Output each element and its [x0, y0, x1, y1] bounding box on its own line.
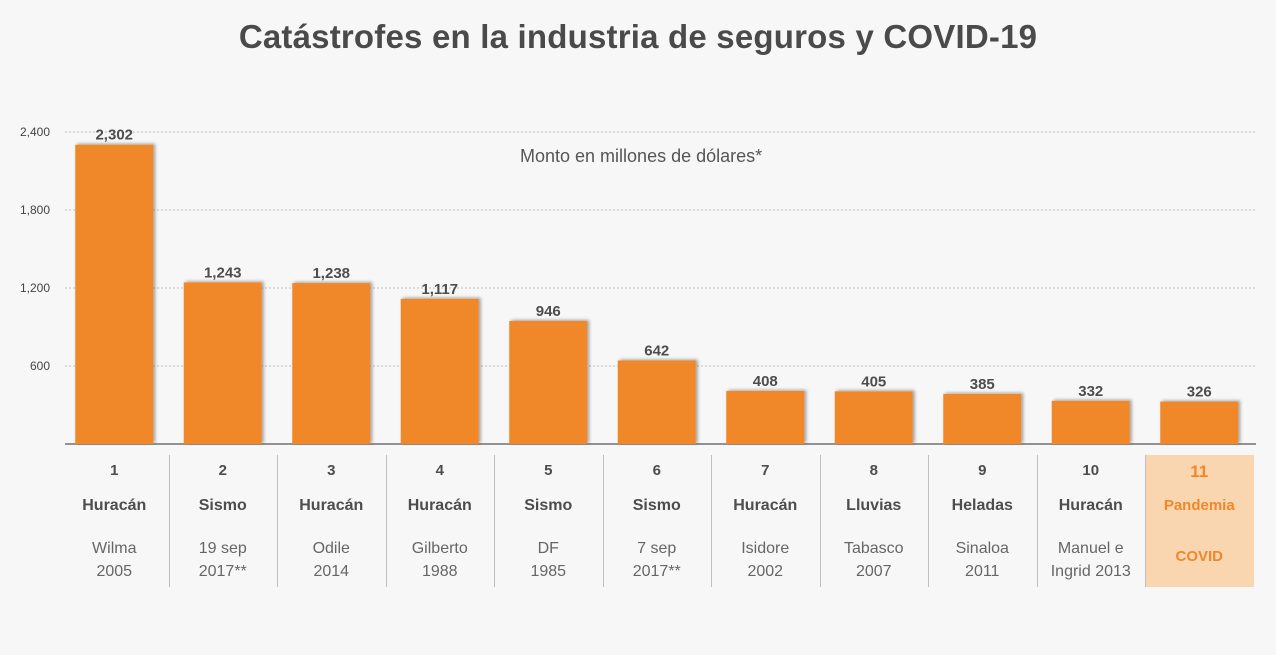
column-separator — [711, 455, 712, 587]
bar-value-label: 405 — [861, 373, 886, 390]
bar-value-label: 326 — [1187, 384, 1212, 401]
category-number: 5 — [544, 462, 553, 479]
category-name: DF 1985 — [530, 540, 567, 580]
y-tick-label: 1,200 — [20, 281, 50, 295]
category-type: Lluvias — [846, 497, 902, 514]
category-name: Wilma 2005 — [92, 540, 137, 580]
column-separator — [928, 455, 929, 587]
category-column: 2 Sismo 19 sep 2017** — [169, 455, 278, 587]
bar-value-label: 946 — [536, 303, 561, 320]
bar-value-label: 1,243 — [204, 264, 242, 281]
bar — [726, 390, 805, 444]
bar-chart: 600 1,200 1,800 2,400 2,302 1,243 1,238 1,117 94… — [20, 125, 1256, 445]
column-separator — [819, 455, 821, 587]
category-column: 11 Pandemia COVID — [1145, 455, 1254, 587]
bar-value-label: 408 — [753, 373, 778, 390]
bar — [75, 144, 154, 445]
bar-value-label: 1,117 — [421, 281, 458, 298]
category-column: 3 Huracán Odile 2014 — [277, 455, 386, 587]
bar-value-label: 642 — [644, 343, 669, 360]
bar — [943, 393, 1022, 444]
bar-value-label: 332 — [1078, 383, 1103, 400]
y-tick-label: 1,800 — [20, 203, 50, 217]
column-separator — [1036, 455, 1038, 587]
bar-value-label: 2,302 — [95, 127, 133, 144]
category-column: 10 Huracán Manuel e Ingrid 2013 — [1037, 455, 1146, 587]
category-number: 10 — [1082, 462, 1100, 479]
category-type: Sismo — [632, 497, 681, 514]
category-name: 7 sep 2017** — [632, 540, 681, 580]
category-column: 1 Huracán Wilma 2005 — [60, 455, 169, 587]
column-separator — [168, 455, 170, 587]
category-number: 8 — [869, 462, 878, 479]
category-column: 7 Huracán Isidore 2002 — [711, 455, 820, 587]
bar — [400, 298, 479, 444]
category-type: Pandemia — [1163, 497, 1235, 514]
category-type: Sismo — [198, 497, 247, 514]
category-number: 4 — [435, 462, 444, 479]
category-number: 6 — [652, 462, 661, 479]
category-number: 9 — [978, 462, 987, 479]
bar — [834, 391, 913, 444]
y-tick-label: 600 — [30, 359, 50, 373]
category-name: Gilberto 1988 — [411, 540, 468, 580]
column-separator — [494, 455, 495, 587]
category-number: 3 — [327, 462, 336, 479]
category-name: Isidore 2002 — [741, 540, 790, 580]
chart-title: Catástrofes en la industria de seguros y… — [238, 18, 1038, 55]
category-number: 11 — [1190, 462, 1209, 481]
category-column: 8 Lluvias Tabasco 2007 — [820, 455, 929, 587]
category-number: 7 — [761, 462, 770, 479]
column-separator — [385, 455, 387, 587]
category-name: Tabasco 2007 — [843, 540, 904, 580]
category-column: 4 Huracán Gilberto 1988 — [386, 455, 495, 587]
category-number: 2 — [218, 462, 227, 479]
category-type: Heladas — [951, 497, 1013, 514]
bar — [1160, 401, 1239, 444]
bar — [509, 321, 588, 444]
chart-subtitle: Monto en millones de dólares* — [520, 146, 763, 166]
category-column: 9 Heladas Sinaloa 2011 — [928, 455, 1037, 587]
category-type: Huracán — [82, 497, 147, 514]
y-tick-label: 2,400 — [20, 125, 50, 139]
column-separator — [602, 455, 604, 587]
column-separator — [277, 455, 278, 587]
bar — [292, 283, 371, 444]
category-type: Huracán — [407, 497, 472, 514]
category-type: Huracán — [1058, 497, 1123, 514]
category-table: 1 Huracán Wilma 2005 2 Sismo 19 sep 2017** 3 Hu… — [60, 455, 1260, 587]
category-type: Huracán — [299, 497, 364, 514]
bar — [1051, 400, 1130, 444]
category-type: Huracán — [733, 497, 798, 514]
category-name: 19 sep 2017** — [198, 540, 247, 580]
category-name: Odile 2014 — [312, 540, 350, 580]
category-column: 6 Sismo 7 sep 2017** — [603, 455, 712, 587]
category-type: Sismo — [524, 497, 573, 514]
category-column: 5 Sismo DF 1985 — [494, 455, 603, 587]
bar — [183, 282, 262, 444]
bar-value-label: 1,238 — [312, 265, 350, 282]
category-name: COVID — [1175, 548, 1223, 565]
column-separator — [1145, 455, 1146, 587]
category-name: Sinaloa 2011 — [955, 540, 1009, 580]
category-number: 1 — [110, 462, 119, 479]
bar — [617, 360, 696, 444]
bar-value-label: 385 — [970, 376, 995, 393]
category-name: Manuel e Ingrid 2013 — [1050, 540, 1131, 580]
